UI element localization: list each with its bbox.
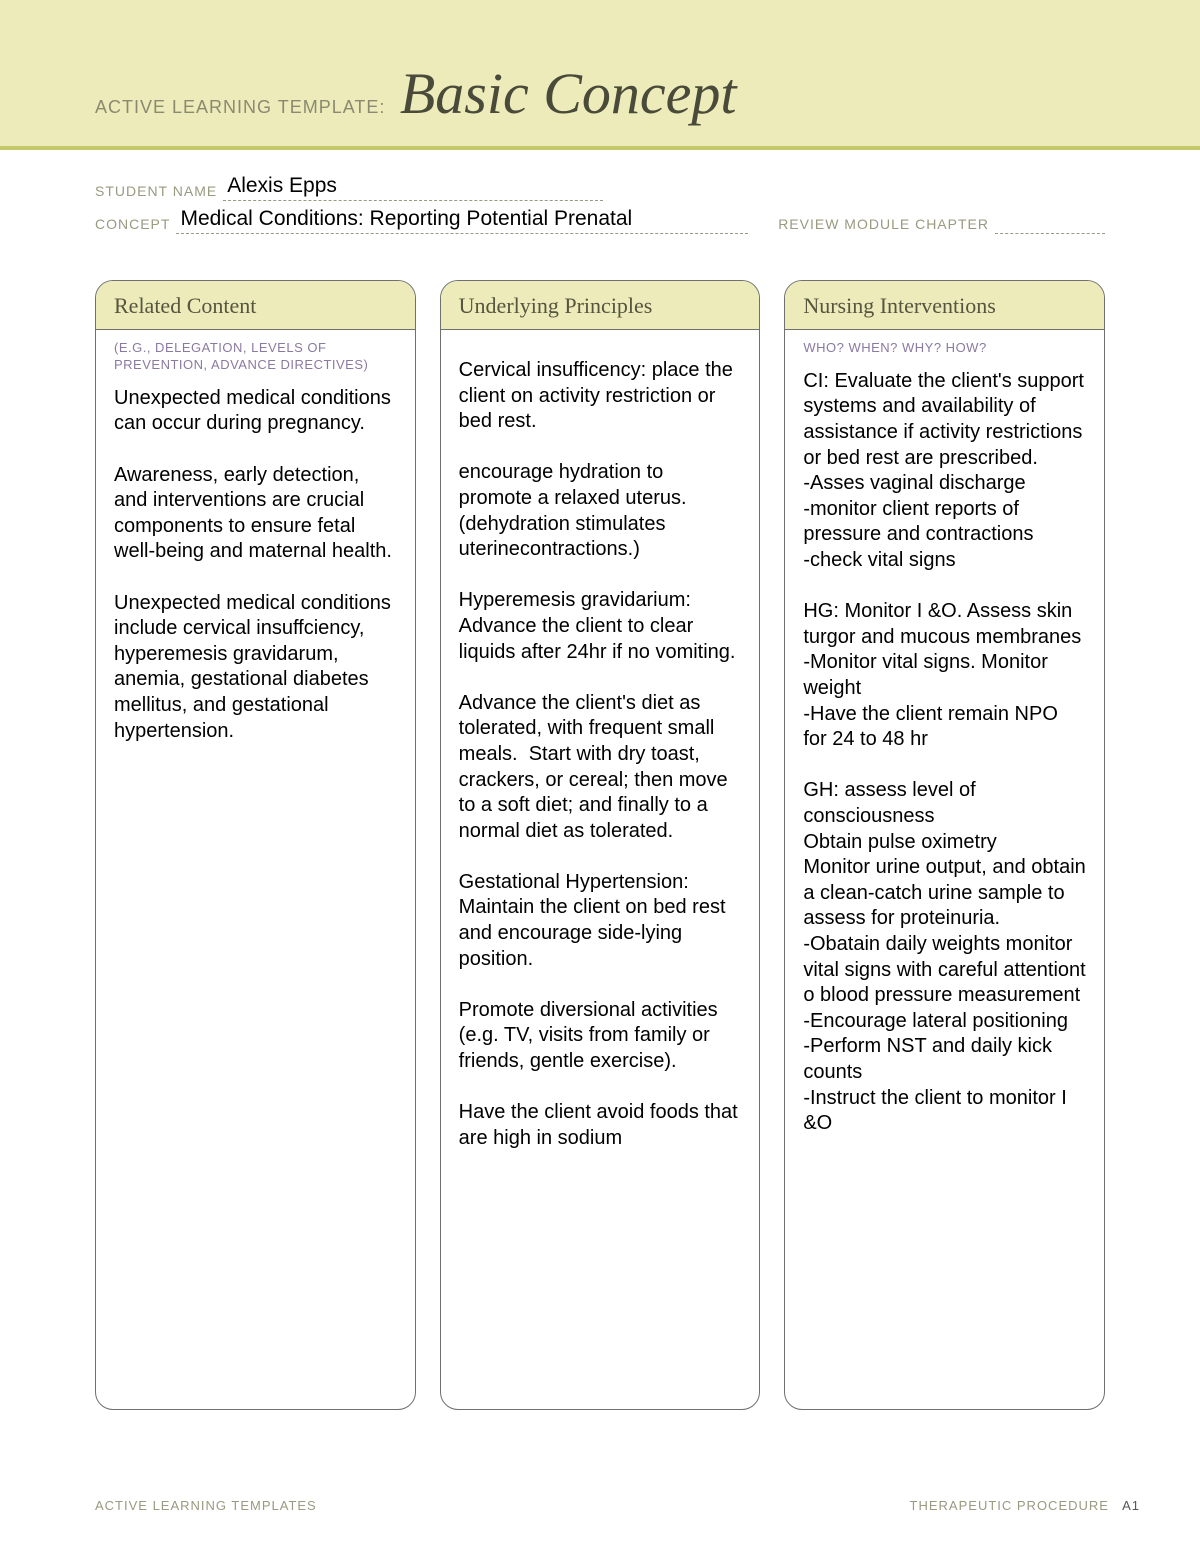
student-label: STUDENT NAME [95, 183, 217, 201]
concept-row: CONCEPT Medical Conditions: Reporting Po… [95, 207, 1105, 234]
footer-right-text: THERAPEUTIC PROCEDURE [910, 1498, 1109, 1513]
concept-label: CONCEPT [95, 216, 170, 234]
underlying-principles-subtitle [441, 330, 760, 350]
underlying-principles-box: Underlying Principles Cervical insuffice… [440, 280, 761, 1410]
footer: ACTIVE LEARNING TEMPLATES THERAPEUTIC PR… [95, 1498, 1140, 1513]
meta-area: STUDENT NAME Alexis Epps CONCEPT Medical… [0, 150, 1200, 250]
header-band: ACTIVE LEARNING TEMPLATE: Basic Concept [0, 0, 1200, 150]
related-content-title: Related Content [96, 281, 415, 330]
nursing-interventions-box: Nursing Interventions WHO? WHEN? WHY? HO… [784, 280, 1105, 1410]
columns-container: Related Content (E.G., DELEGATION, LEVEL… [0, 250, 1200, 1410]
header-title: Basic Concept [400, 60, 737, 127]
underlying-principles-body: Cervical insufficency: place the client … [441, 350, 760, 1169]
footer-left: ACTIVE LEARNING TEMPLATES [95, 1498, 317, 1513]
nursing-interventions-body: CI: Evaluate the client's support system… [785, 361, 1104, 1155]
student-value: Alexis Epps [223, 174, 603, 201]
chapter-label: REVIEW MODULE CHAPTER [778, 216, 989, 234]
header-prefix: ACTIVE LEARNING TEMPLATE: [95, 97, 385, 118]
nursing-interventions-title: Nursing Interventions [785, 281, 1104, 330]
related-content-subtitle: (E.G., DELEGATION, LEVELS OF PREVENTION,… [96, 330, 415, 378]
nursing-interventions-subtitle: WHO? WHEN? WHY? HOW? [785, 330, 1104, 361]
footer-page: A1 [1122, 1498, 1140, 1513]
underlying-principles-title: Underlying Principles [441, 281, 760, 330]
chapter-value [995, 210, 1105, 234]
related-content-box: Related Content (E.G., DELEGATION, LEVEL… [95, 280, 416, 1410]
student-row: STUDENT NAME Alexis Epps [95, 174, 1105, 201]
related-content-body: Unexpected medical conditions can occur … [96, 378, 415, 762]
footer-right: THERAPEUTIC PROCEDURE A1 [910, 1498, 1140, 1513]
concept-value: Medical Conditions: Reporting Potential … [176, 207, 748, 234]
